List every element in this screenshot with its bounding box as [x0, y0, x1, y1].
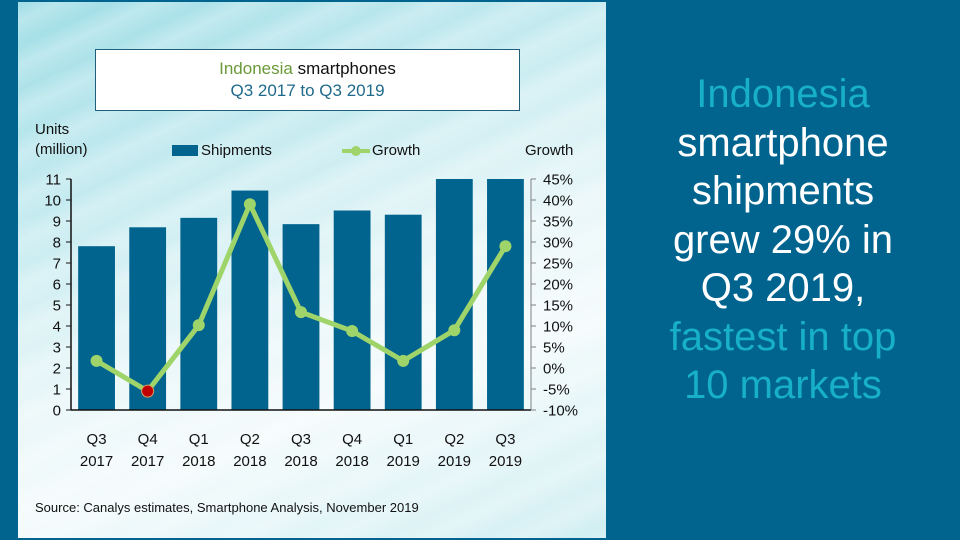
right-axis-tick-label: 25% [543, 256, 573, 273]
left-axis-tick-label: 5 [53, 298, 61, 315]
x-axis-quarter-label: Q2 [240, 431, 260, 448]
legend-growth-label: Growth [372, 142, 421, 159]
shipments-bar [435, 179, 473, 410]
x-axis-year-label: 2019 [438, 453, 471, 470]
headline-line: smartphone [677, 120, 889, 165]
left-axis-title-line2: (million) [35, 141, 88, 158]
shipments-bar [231, 190, 269, 410]
right-axis-tick-label: 45% [543, 172, 573, 189]
growth-point [346, 325, 359, 338]
right-axis-tick-label: -5% [543, 382, 570, 399]
right-axis-tick-label: 15% [543, 298, 573, 315]
right-axis-tick-label: -10% [543, 403, 578, 420]
right-axis-tick-label: 20% [543, 277, 573, 294]
x-axis-quarter-label: Q3 [87, 431, 107, 448]
headline-line: grew 29% in [672, 217, 894, 262]
growth-point [448, 324, 461, 337]
right-axis-title: Growth [525, 142, 574, 159]
chart-panel: Indonesia smartphones Q3 2017 to Q3 2019… [18, 2, 606, 538]
headline-line: Q3 2019, [700, 266, 866, 310]
x-axis-quarter-label: Q1 [393, 431, 413, 448]
chart-title-country: Indonesia [219, 59, 293, 78]
x-axis-quarter-label: Q2 [444, 431, 464, 448]
shipments-bar [333, 210, 371, 410]
left-axis-tick-label: 9 [53, 214, 61, 231]
headline-line: Indonesia [696, 72, 870, 116]
left-axis-tick-label: 0 [53, 403, 61, 420]
right-axis-tick-label: 35% [543, 214, 573, 231]
left-axis-tick-label: 10 [44, 193, 61, 210]
x-axis-year-label: 2019 [489, 453, 522, 470]
x-axis-year-label: 2017 [131, 453, 164, 470]
x-axis-quarter-label: Q4 [138, 431, 158, 448]
shipments-bar [129, 227, 167, 410]
growth-point [397, 354, 410, 367]
source-note: Source: Canalys estimates, Smartphone An… [35, 500, 419, 515]
legend-growth: Growth [342, 142, 420, 159]
right-axis-tick-label: 10% [543, 319, 573, 336]
headline-line: 10 markets [684, 363, 882, 407]
right-axis-tick-label: 30% [543, 235, 573, 252]
chart-plot: 0 1 2 3 4 5 6 7 8 9 10 11 -10% -5% 0% 5% 10% 15% 20% 25% 30%… [44, 172, 578, 471]
x-axis-year-label: 2018 [233, 453, 266, 470]
left-axis-tick-label: 11 [45, 172, 61, 189]
x-axis-year-label: 2019 [387, 453, 420, 470]
chart-title-rest: smartphones [292, 59, 396, 78]
headline-line: shipments [691, 169, 875, 213]
right-axis-tick-label: 40% [543, 193, 573, 210]
legend-shipments-label: Shipments [201, 142, 272, 159]
legend-bar-swatch [172, 145, 198, 156]
chart-title: Indonesia smartphones [96, 59, 519, 79]
x-axis-year-label: 2017 [80, 453, 113, 470]
x-axis-quarter-label: Q1 [189, 431, 209, 448]
legend-line-swatch [342, 144, 370, 158]
legend-shipments: Shipments [172, 142, 272, 159]
growth-point-highlight [141, 384, 155, 398]
growth-point [90, 354, 103, 367]
x-axis-year-label: 2018 [335, 453, 368, 470]
left-axis-tick-label: 8 [53, 235, 61, 252]
growth-point [192, 319, 205, 332]
left-axis-tick-label: 2 [53, 361, 61, 378]
left-axis-tick-label: 1 [53, 382, 61, 399]
x-axis-quarter-label: Q3 [495, 431, 515, 448]
chart-title-box: Indonesia smartphones Q3 2017 to Q3 2019 [95, 49, 520, 111]
shipments-bar [78, 246, 115, 410]
left-axis-title-line1: Units [35, 121, 70, 138]
left-axis-tick-label: 7 [53, 256, 61, 273]
x-axis-year-label: 2018 [182, 453, 215, 470]
headline-line: fastest in top [669, 314, 897, 359]
x-axis-quarter-label: Q4 [342, 431, 362, 448]
growth-point [499, 240, 512, 253]
shipments-bar [384, 214, 422, 410]
growth-point [243, 198, 256, 211]
right-axis-tick-label: 5% [543, 340, 565, 357]
right-axis-tick-label: 0% [543, 361, 565, 378]
left-axis-tick-label: 6 [53, 277, 61, 294]
chart-subtitle: Q3 2017 to Q3 2019 [230, 81, 385, 100]
left-axis-tick-label: 4 [53, 319, 61, 336]
x-axis-quarter-label: Q3 [291, 431, 311, 448]
x-axis-year-label: 2018 [284, 453, 317, 470]
left-axis-tick-label: 3 [53, 340, 61, 357]
shipments-bar [180, 217, 218, 410]
headline: Indonesia smartphone shipments grew 29% in Q… [606, 70, 960, 410]
shipments-bar [487, 179, 524, 410]
growth-point [295, 306, 307, 319]
